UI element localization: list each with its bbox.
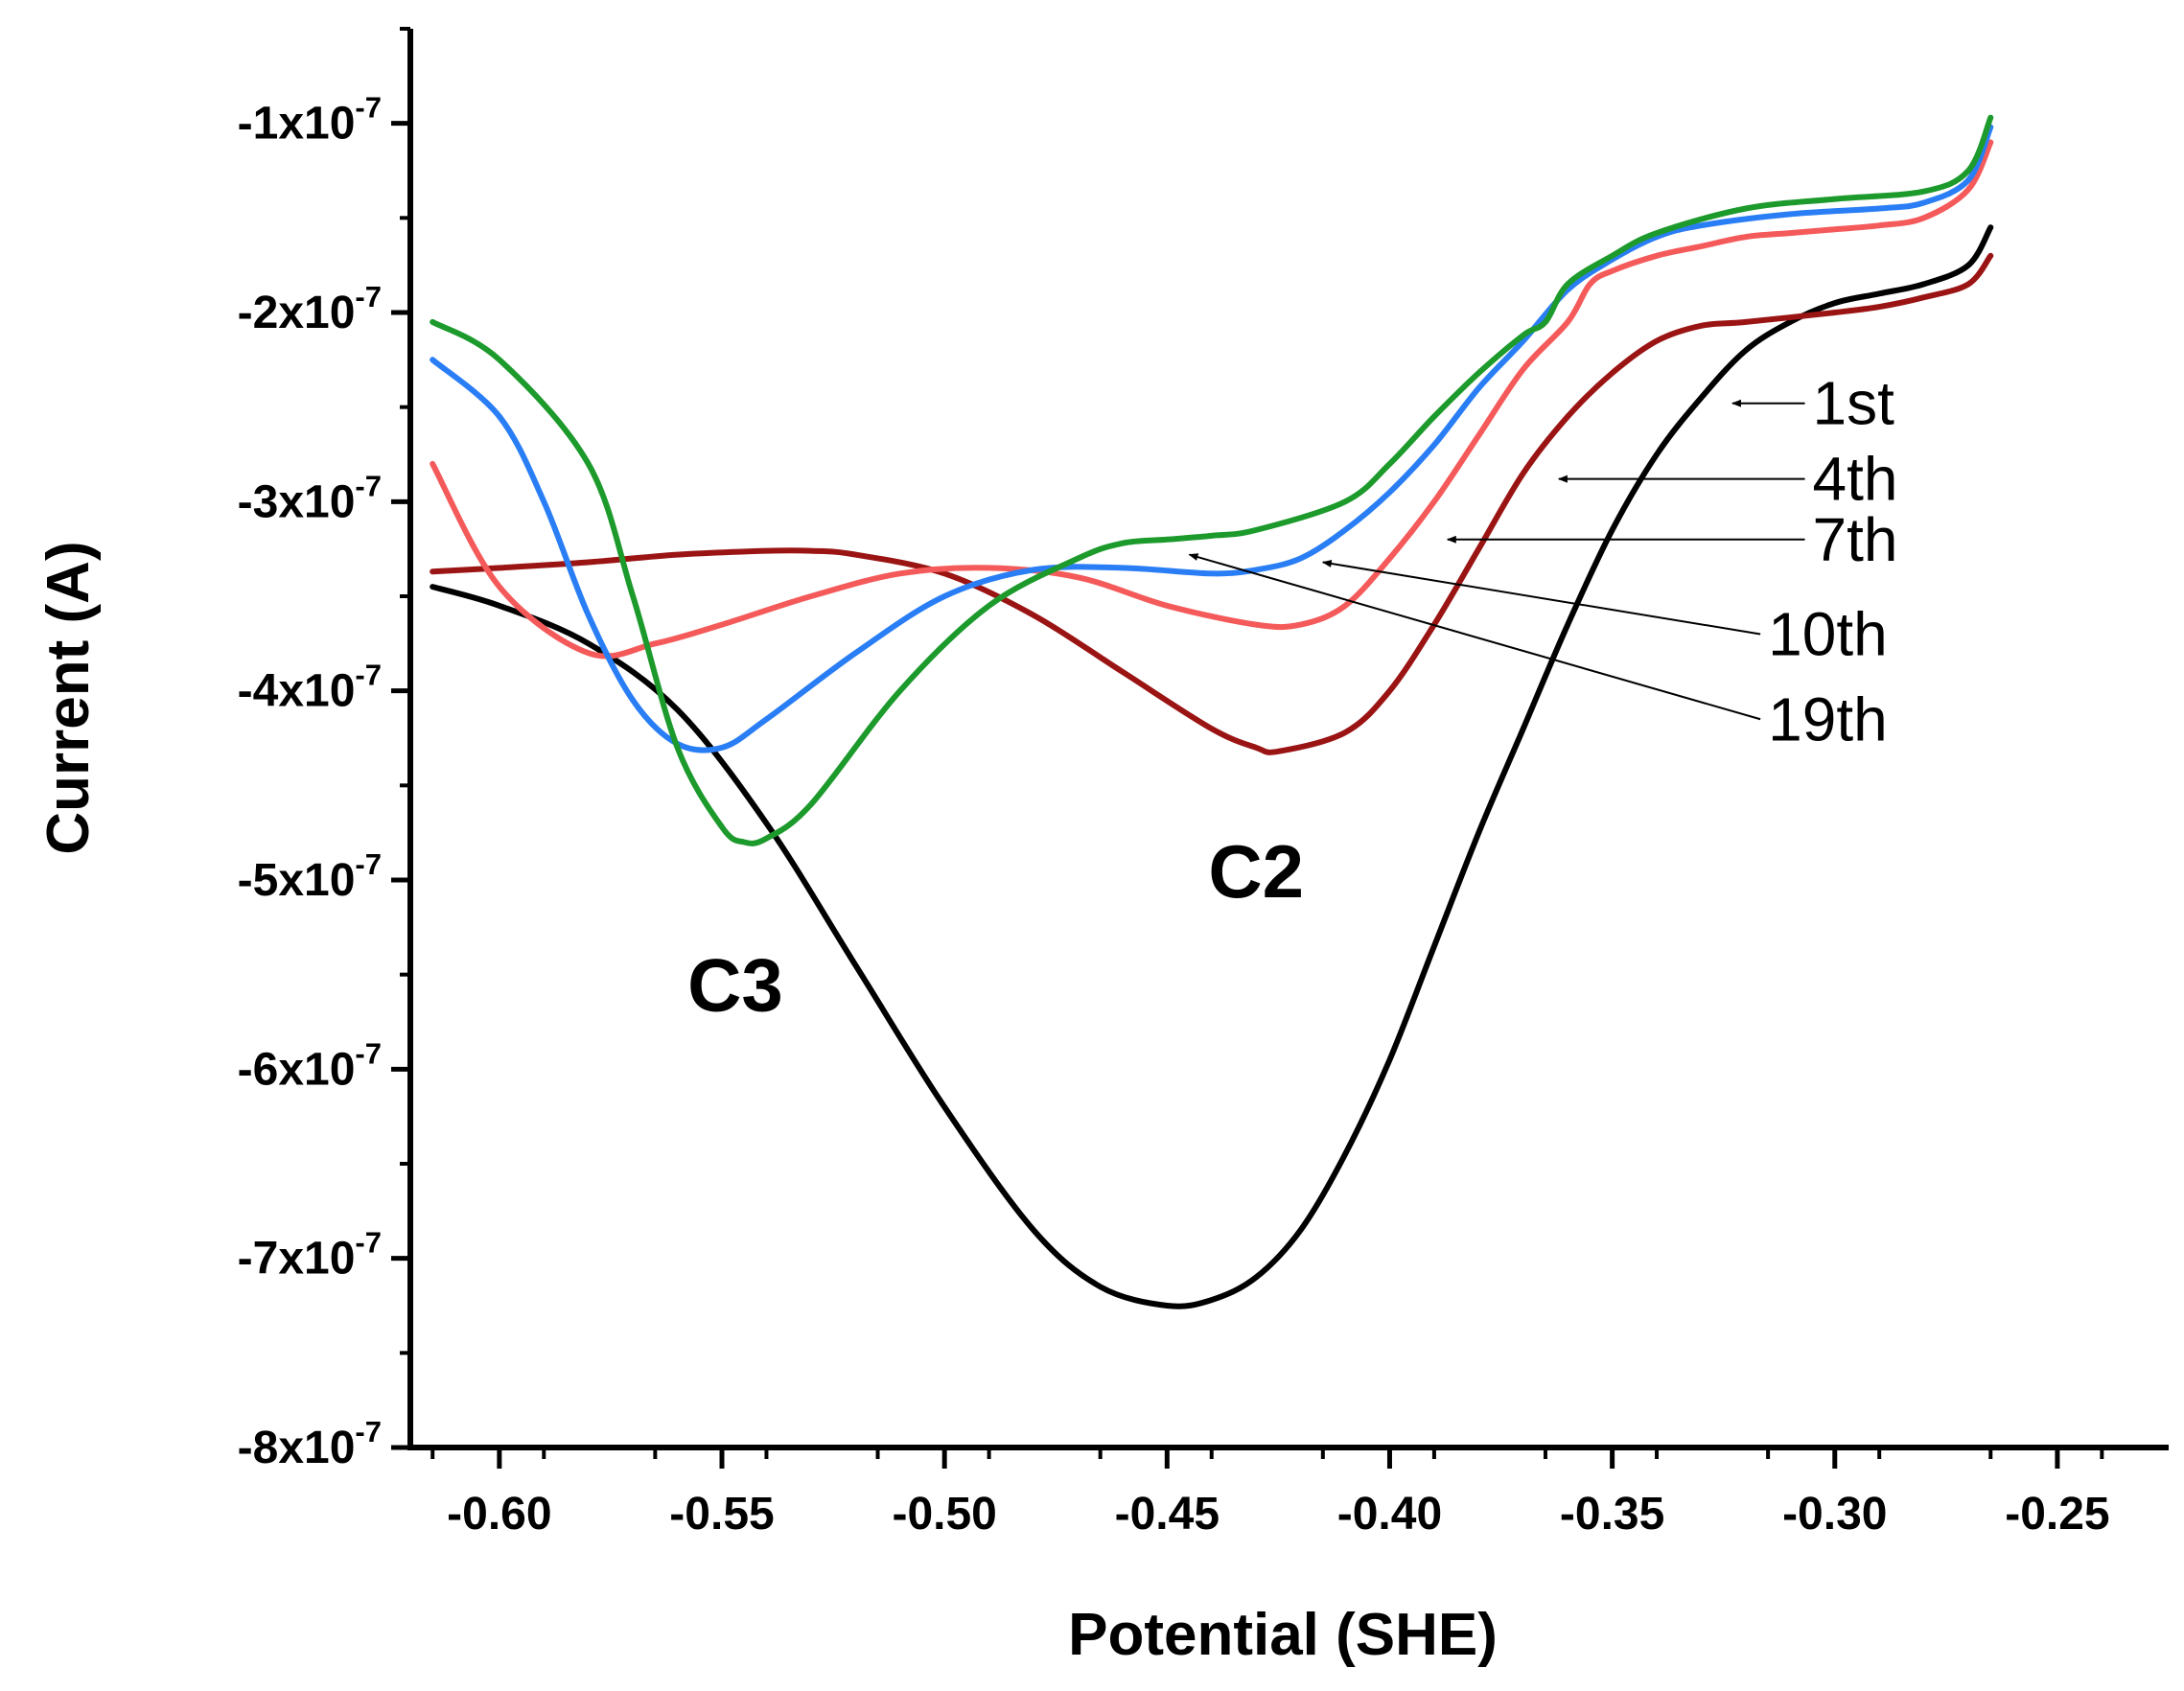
series-line-10th <box>430 124 1994 753</box>
peak-label-C2: C2 <box>1208 829 1304 914</box>
annotation-label-19th: 19th <box>1768 684 1888 753</box>
annotation-arrow-19th <box>1188 553 1761 721</box>
y-tick-label: -5x10-7 <box>238 847 382 906</box>
x-tick-label: -0.55 <box>669 1489 774 1540</box>
annotation-label-1st: 1st <box>1813 369 1895 438</box>
y-tick-label: -1x10-7 <box>238 91 382 150</box>
series-layer <box>430 114 1994 1309</box>
annotation-label-10th: 10th <box>1768 599 1888 668</box>
series-line-7th <box>430 139 1994 660</box>
series-line-1st <box>430 224 1994 1309</box>
y-tick-label: -6x10-7 <box>238 1036 382 1095</box>
x-axis-title: Potential (SHE) <box>1068 1602 1498 1668</box>
series-line-4th <box>430 252 1994 755</box>
x-tick-label: -0.35 <box>1560 1489 1664 1540</box>
y-tick-label: -4x10-7 <box>238 659 382 717</box>
annotation-label-7th: 7th <box>1813 505 1898 574</box>
y-tick-label: -7x10-7 <box>238 1226 382 1285</box>
x-tick-label: -0.50 <box>892 1489 996 1540</box>
x-tick-label: -0.30 <box>1782 1489 1887 1540</box>
tick-layer: -0.60 -0.55 -0.50 -0.45 -0.40 -0.35 -0.30 -0.25… <box>238 27 2110 1540</box>
x-tick-label: -0.60 <box>447 1489 551 1540</box>
x-tick-label: -0.40 <box>1337 1489 1442 1540</box>
annotation-arrow-10th <box>1321 559 1761 636</box>
peak-label-C3: C3 <box>687 943 783 1028</box>
y-tick-label: -3x10-7 <box>238 469 382 527</box>
axes <box>407 29 2169 1450</box>
x-tick-label: -0.25 <box>2005 1489 2109 1540</box>
x-tick-label: -0.45 <box>1115 1489 1220 1540</box>
y-axis-title: Current (A) <box>35 541 102 854</box>
series-line-19th <box>430 114 1994 846</box>
annotation-label-4th: 4th <box>1813 445 1898 514</box>
y-tick-label: -8x10-7 <box>238 1415 382 1473</box>
y-tick-label: -2x10-7 <box>238 280 382 338</box>
